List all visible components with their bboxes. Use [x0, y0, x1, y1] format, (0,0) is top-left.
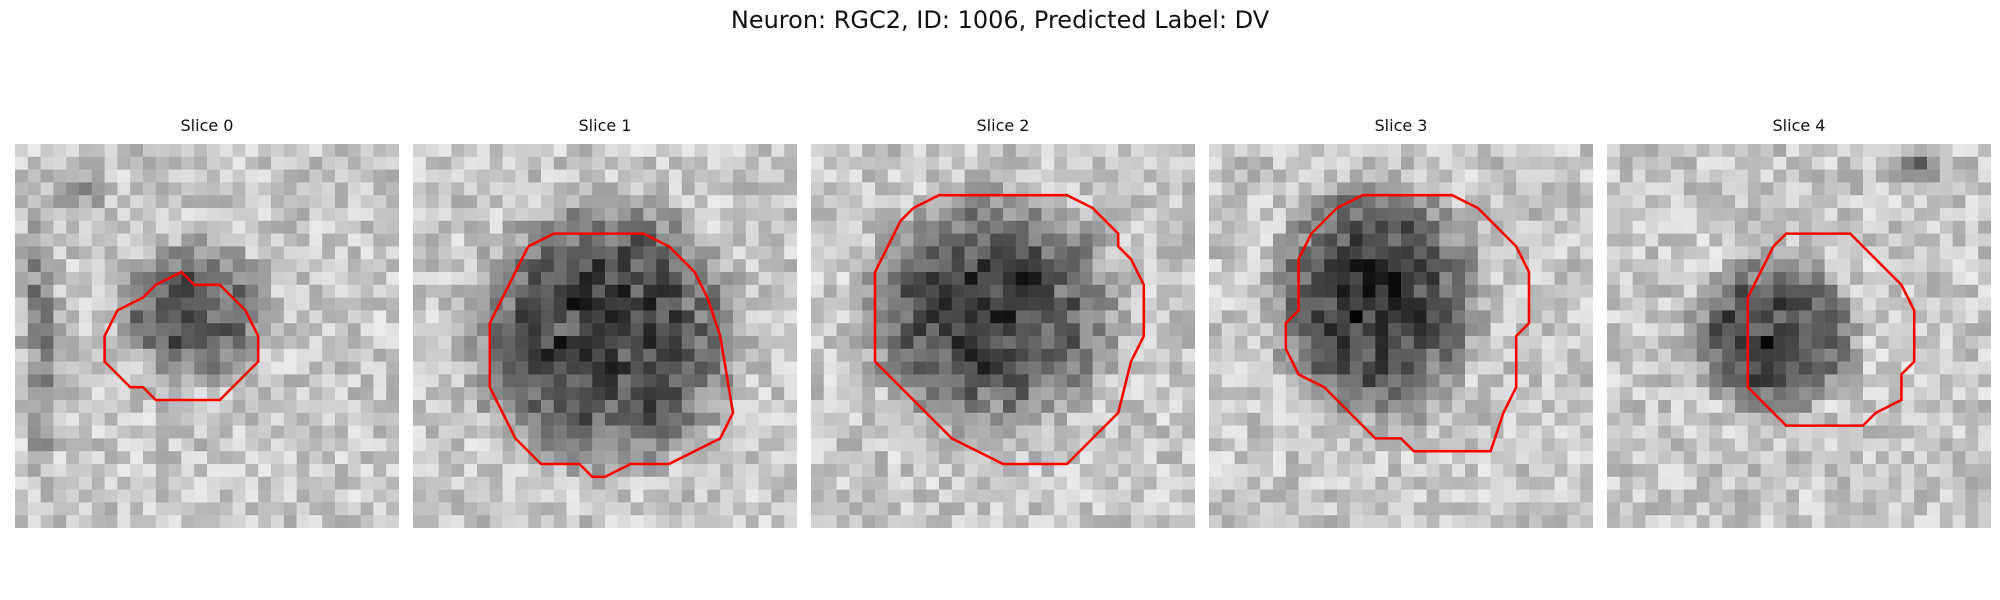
slice-title-0: Slice 0 — [180, 116, 234, 135]
slice-title-2: Slice 2 — [976, 116, 1030, 135]
pixel-grid-1 — [413, 144, 797, 528]
slice-panel-1: Slice 1 — [413, 116, 797, 528]
slice-panel-3: Slice 3 — [1209, 116, 1593, 528]
slice-image-3 — [1209, 144, 1593, 528]
pixel-grid-2 — [811, 144, 1195, 528]
slice-title-1: Slice 1 — [578, 116, 632, 135]
slice-panel-4: Slice 4 — [1607, 116, 1991, 528]
cell-outline-3 — [1284, 193, 1531, 453]
cell-outline-1 — [488, 232, 735, 479]
cell-outline-2 — [873, 193, 1146, 466]
figure-title: Neuron: RGC2, ID: 1006, Predicted Label:… — [730, 6, 1270, 34]
pixel-grid-0 — [15, 144, 399, 528]
cell-outline-4 — [1746, 232, 1916, 427]
slice-panel-0: Slice 0 — [15, 116, 399, 528]
slice-image-0 — [15, 144, 399, 528]
slice-image-1 — [413, 144, 797, 528]
slice-image-2 — [811, 144, 1195, 528]
slice-image-4 — [1607, 144, 1991, 528]
pixel-grid-3 — [1209, 144, 1593, 528]
pixel-grid-4 — [1607, 144, 1991, 528]
slice-title-4: Slice 4 — [1772, 116, 1826, 135]
cell-outline-0 — [103, 270, 260, 402]
slice-panel-2: Slice 2 — [811, 116, 1195, 528]
slice-title-3: Slice 3 — [1374, 116, 1428, 135]
